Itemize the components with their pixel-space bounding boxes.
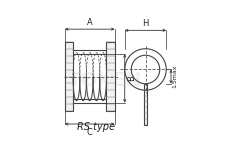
Text: B: B bbox=[127, 75, 136, 81]
Text: H: H bbox=[142, 19, 149, 28]
Bar bbox=[144, 84, 147, 125]
Text: A: A bbox=[87, 18, 93, 27]
Text: RS type: RS type bbox=[77, 122, 115, 132]
Text: 1.5max: 1.5max bbox=[172, 65, 177, 88]
Bar bbox=[65, 42, 73, 111]
Bar bbox=[106, 42, 115, 111]
Text: C: C bbox=[87, 128, 93, 137]
Text: TOKEN: TOKEN bbox=[68, 71, 142, 90]
